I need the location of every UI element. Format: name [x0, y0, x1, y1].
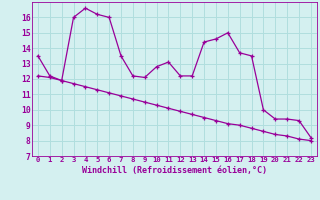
X-axis label: Windchill (Refroidissement éolien,°C): Windchill (Refroidissement éolien,°C) — [82, 166, 267, 175]
